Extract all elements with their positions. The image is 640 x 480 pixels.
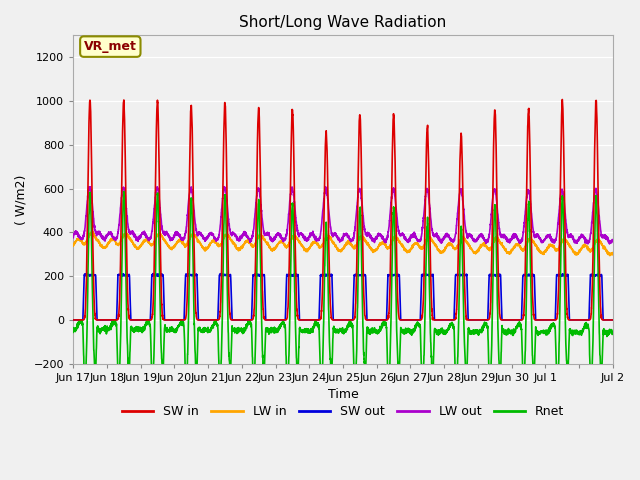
SW in <box>162 317 170 323</box>
SW in <box>468 317 476 323</box>
Line: SW out: SW out <box>73 274 613 320</box>
LW out <box>468 235 476 241</box>
LW out <box>609 237 617 242</box>
SW out <box>484 311 492 317</box>
LW out <box>584 241 592 247</box>
LW out <box>162 229 170 235</box>
Line: LW out: LW out <box>73 187 613 244</box>
Legend: SW in, LW in, SW out, LW out, Rnet: SW in, LW in, SW out, LW out, Rnet <box>117 400 569 423</box>
SW out <box>429 276 437 282</box>
LW in <box>89 229 97 235</box>
LW in <box>609 250 617 255</box>
Title: Short/Long Wave Radiation: Short/Long Wave Radiation <box>239 15 447 30</box>
Rnet <box>163 327 170 333</box>
Rnet <box>609 329 617 335</box>
X-axis label: Time: Time <box>328 388 358 401</box>
SW out <box>492 272 500 278</box>
SW in <box>419 314 426 320</box>
Text: VR_met: VR_met <box>84 40 137 53</box>
Line: Rnet: Rnet <box>73 192 613 383</box>
SW out <box>419 273 426 279</box>
LW in <box>468 248 476 253</box>
Rnet <box>484 333 492 339</box>
LW out <box>484 237 492 242</box>
Rnet <box>429 367 437 372</box>
SW in <box>492 129 500 134</box>
Rnet <box>520 380 527 385</box>
LW out <box>429 230 437 236</box>
LW out <box>69 232 77 238</box>
SW out <box>69 317 77 323</box>
SW out <box>163 317 170 323</box>
SW out <box>149 271 157 276</box>
SW out <box>609 317 617 323</box>
SW in <box>429 316 437 322</box>
LW in <box>606 253 614 259</box>
Y-axis label: ( W/m2): ( W/m2) <box>15 174 28 225</box>
SW in <box>69 317 77 323</box>
SW in <box>484 317 492 323</box>
LW in <box>484 246 492 252</box>
SW in <box>609 317 617 323</box>
LW out <box>419 224 426 230</box>
Line: LW in: LW in <box>73 232 613 256</box>
LW in <box>419 246 426 252</box>
Rnet <box>492 226 500 231</box>
LW in <box>429 240 437 246</box>
Rnet <box>419 380 426 385</box>
Rnet <box>468 330 476 336</box>
LW in <box>492 235 500 241</box>
Line: SW in: SW in <box>73 99 613 320</box>
SW out <box>468 317 476 323</box>
Rnet <box>69 329 77 335</box>
LW in <box>163 240 170 246</box>
LW out <box>220 184 228 190</box>
LW in <box>69 243 77 249</box>
LW out <box>492 192 500 198</box>
Rnet <box>120 189 128 194</box>
SW in <box>559 96 566 102</box>
